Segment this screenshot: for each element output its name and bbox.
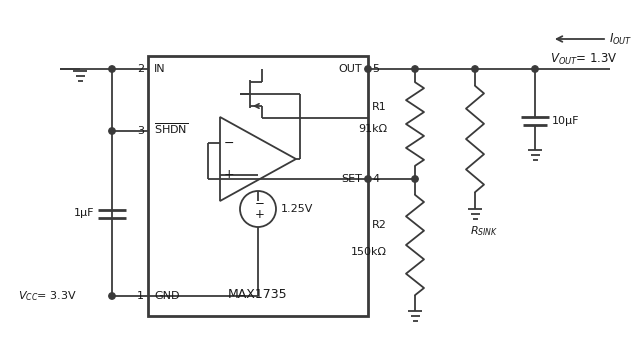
Text: 150kΩ: 150kΩ	[351, 246, 387, 257]
Text: +: +	[255, 209, 265, 222]
Text: 1: 1	[137, 291, 144, 301]
Circle shape	[412, 176, 418, 182]
Circle shape	[109, 66, 115, 72]
Circle shape	[472, 66, 478, 72]
Text: $\overline{\rm SHDN}$: $\overline{\rm SHDN}$	[154, 122, 188, 136]
Text: 3: 3	[137, 126, 144, 136]
Text: 4: 4	[372, 174, 379, 184]
Text: −: −	[224, 136, 234, 150]
Bar	[148, 56, 368, 316]
Text: +: +	[224, 169, 235, 182]
Circle shape	[365, 66, 371, 72]
Text: 2: 2	[137, 64, 144, 74]
Text: OUT: OUT	[339, 64, 362, 74]
Text: $I_{OUT}$: $I_{OUT}$	[609, 31, 633, 47]
Circle shape	[109, 128, 115, 134]
Text: $V_{CC}$= 3.3V: $V_{CC}$= 3.3V	[18, 289, 77, 303]
Text: −: −	[255, 197, 265, 210]
Text: MAX1735: MAX1735	[228, 288, 288, 301]
Text: R1: R1	[372, 103, 387, 112]
Text: SET: SET	[341, 174, 362, 184]
Circle shape	[412, 66, 418, 72]
Text: GND: GND	[154, 291, 179, 301]
Circle shape	[109, 293, 115, 299]
Text: IN: IN	[154, 64, 165, 74]
Text: $R_{SINK}$: $R_{SINK}$	[470, 224, 498, 238]
Circle shape	[532, 66, 538, 72]
Text: $V_{OUT}$= 1.3V: $V_{OUT}$= 1.3V	[550, 51, 618, 67]
Text: 5: 5	[372, 64, 379, 74]
Text: 1.25V: 1.25V	[281, 204, 313, 214]
Text: 91kΩ: 91kΩ	[358, 124, 387, 135]
Text: 10µF: 10µF	[552, 116, 579, 126]
Text: R2: R2	[372, 220, 387, 230]
Text: 1µF: 1µF	[74, 209, 94, 218]
Circle shape	[365, 176, 371, 182]
